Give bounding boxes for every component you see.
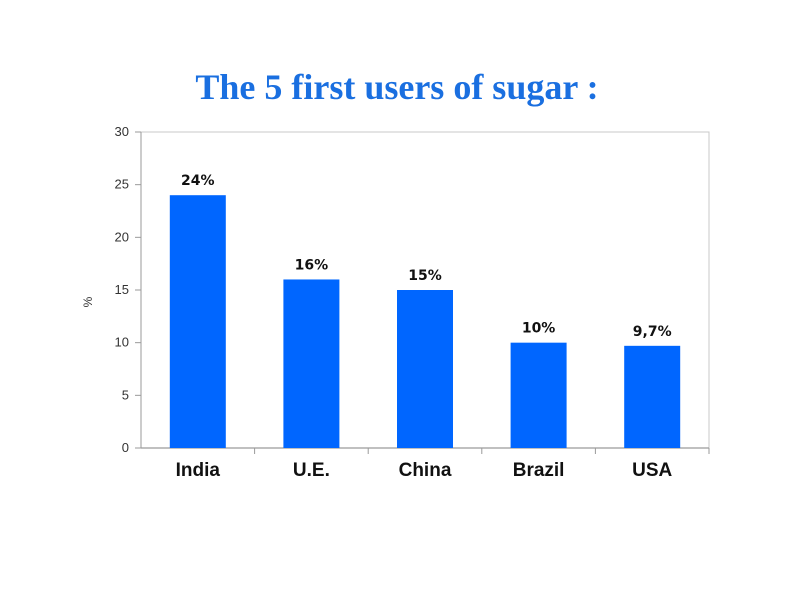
y-tick-label: 30: [115, 124, 129, 139]
x-tick-label: Brazil: [513, 460, 565, 481]
y-axis-label: %: [81, 296, 95, 307]
bar-u-e: [283, 279, 340, 448]
data-label: 10%: [522, 321, 556, 337]
y-tick-label: 20: [115, 229, 129, 244]
slide-title: The 5 first users of sugar :: [195, 67, 599, 107]
x-tick-label: China: [399, 460, 452, 481]
y-tick-label: 10: [115, 335, 129, 350]
data-label: 15%: [408, 268, 442, 284]
data-label: 16%: [295, 257, 329, 273]
bar-china: [397, 290, 453, 448]
chart-bars: [169, 195, 681, 448]
y-tick-label: 25: [115, 177, 129, 192]
bar-usa: [624, 345, 681, 448]
chart-labels: India 24% U.E. 16% China 15% Brazil 10% USA 9,7%: [176, 173, 673, 481]
y-tick-label: 0: [122, 440, 129, 455]
data-label: 24%: [181, 173, 215, 189]
x-tick-label: U.E.: [293, 460, 330, 481]
bar-brazil: [510, 342, 567, 448]
data-label: 9,7%: [633, 324, 672, 340]
bar-india: [169, 195, 226, 448]
x-tick-label: USA: [632, 460, 672, 481]
x-tick-label: India: [176, 460, 221, 481]
y-tick-label: 15: [115, 282, 129, 297]
y-tick-label: 5: [122, 387, 129, 402]
